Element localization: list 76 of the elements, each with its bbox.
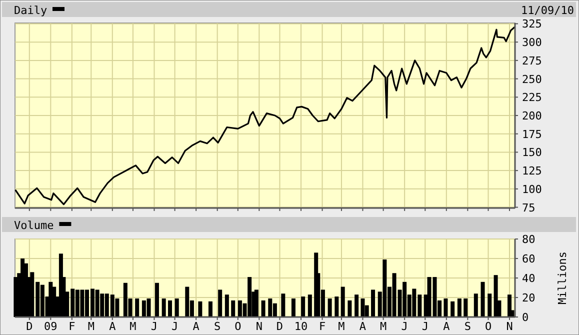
y-tick-label: 40 (522, 272, 536, 285)
x-tick-label: J (401, 320, 408, 333)
bar (162, 298, 166, 317)
x-tick-label: M (88, 320, 95, 333)
bar (198, 301, 202, 317)
y-tick-label: 125 (522, 164, 542, 178)
bar (281, 294, 286, 317)
x-tick-label: D (26, 320, 33, 333)
x-tick-label: J (422, 320, 428, 333)
bar (457, 298, 462, 317)
y-tick-label: 175 (522, 128, 542, 141)
x-tick-label: F (318, 320, 326, 333)
y-tick-label: 200 (522, 110, 542, 122)
x-tick-label: F (68, 320, 76, 333)
bar (308, 294, 312, 317)
y-tick-label: 225 (522, 91, 542, 104)
x-tick-label: M (338, 320, 346, 333)
bar (464, 298, 468, 317)
text: 11/09/10 (521, 4, 574, 17)
legend-label: Daily (14, 4, 48, 17)
bar (508, 294, 512, 317)
bar (208, 301, 212, 317)
bar (328, 298, 332, 317)
x-tick-label: 09 (44, 320, 58, 333)
x-tick-label: J (150, 320, 158, 333)
x-tick-label: A (192, 320, 200, 333)
bar (474, 294, 478, 317)
bar (301, 296, 306, 317)
x-tick-label: A (359, 320, 366, 333)
bar (174, 298, 179, 317)
y-tick-label: 80 (522, 233, 536, 246)
bar (360, 298, 365, 317)
x-tick-label: J (171, 320, 178, 333)
x-tick-label: 10 (294, 320, 308, 333)
x-tick-label: O (234, 320, 242, 333)
y-tick-label: 75 (522, 201, 536, 214)
x-tick-label: N (256, 320, 262, 333)
bar (354, 294, 359, 317)
bar (340, 286, 345, 317)
y-axis-title: Millions (556, 252, 569, 304)
bar (224, 294, 229, 317)
bar (334, 296, 339, 317)
y-tick-label: 325 (522, 18, 542, 31)
y-tick-label: 300 (522, 36, 542, 50)
y-tick-label: 100 (522, 182, 542, 196)
bar (488, 294, 492, 317)
y-tick-label: 60 (522, 252, 536, 266)
bar (135, 298, 140, 317)
bar (261, 300, 266, 317)
bar (371, 290, 376, 317)
y-tick-label: 0 (522, 311, 529, 324)
x-tick-label: S (214, 320, 221, 333)
y-tick-label: 150 (522, 146, 542, 160)
y-tick-label: 275 (522, 54, 542, 68)
x-tick-label: O (484, 320, 492, 333)
x-tick-label: D (276, 320, 284, 333)
bar (254, 290, 258, 317)
bar (348, 300, 352, 317)
y-tick-label: 250 (522, 72, 542, 86)
line-series (14, 26, 516, 206)
bar (231, 300, 236, 317)
bar (444, 298, 448, 317)
x-tick-label: S (464, 320, 471, 333)
bar (480, 282, 485, 317)
bar (168, 300, 172, 317)
x-tick-label: M (380, 320, 387, 333)
x-tick-label: A (443, 320, 450, 333)
bar (450, 301, 455, 317)
x-tick-label: N (506, 320, 513, 333)
legend-label: Volume (14, 219, 54, 232)
x-tick-label: A (109, 320, 116, 333)
x-tick-label: M (130, 320, 137, 333)
bar (291, 298, 296, 317)
bar (218, 290, 222, 317)
y-tick-label: 20 (522, 292, 536, 304)
bar (154, 282, 159, 317)
